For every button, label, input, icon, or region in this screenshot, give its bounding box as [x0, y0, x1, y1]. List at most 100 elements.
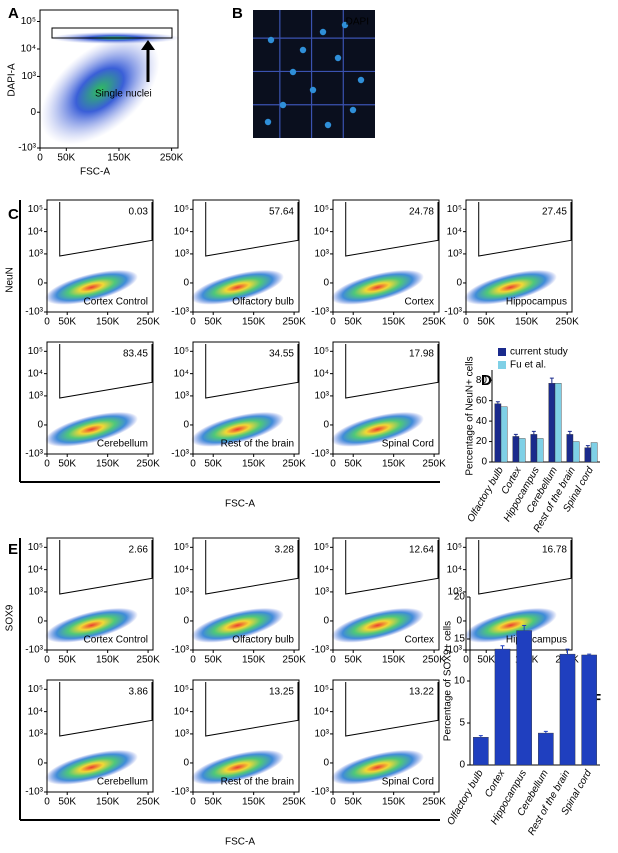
bar	[538, 732, 554, 766]
y-tick-label: -10³	[311, 449, 329, 460]
x-tick-label: 50K	[58, 797, 76, 808]
y-tick-label: -10³	[171, 307, 189, 318]
plot-frame	[332, 341, 440, 455]
sample-name: Cortex Control	[84, 635, 148, 646]
x-tick-label: 250K	[282, 459, 306, 470]
bar	[536, 438, 544, 463]
nucleus	[334, 54, 342, 62]
arrow-head	[141, 40, 155, 50]
x-tick-label: 0	[44, 459, 50, 470]
error-bar	[531, 430, 536, 435]
x-tick-label: 0	[190, 317, 196, 328]
y-tick-label: -10³	[25, 449, 43, 460]
gate-percent: 27.45	[542, 207, 567, 218]
y-tick-label: 0	[459, 760, 465, 771]
y-tick-label: 10⁵	[21, 16, 36, 27]
panel-label: C	[8, 206, 19, 223]
event-cloud	[331, 749, 424, 785]
y-tick-label: -10³	[311, 645, 329, 656]
event-cloud	[331, 411, 424, 447]
x-tick-label: 250K	[422, 459, 446, 470]
x-tick-label: 0	[330, 655, 336, 666]
y-tick-label: 10⁵	[28, 204, 43, 215]
gate-percent: 17.98	[409, 349, 434, 360]
y-tick-label: 10⁴	[28, 706, 43, 717]
sample-name: Spinal Cord	[382, 439, 434, 450]
y-tick-label: 10⁴	[447, 564, 462, 575]
event-cloud	[191, 749, 284, 785]
nucleus	[279, 101, 287, 109]
x-tick-label: 0	[190, 655, 196, 666]
event-cloud	[45, 411, 138, 447]
bar	[559, 653, 576, 766]
nucleus	[299, 46, 307, 54]
plot-frame	[39, 9, 179, 149]
error-bar	[495, 401, 500, 404]
y-tick-label: 10⁴	[174, 368, 189, 379]
x-tick-label: 50K	[58, 655, 76, 666]
gate	[59, 540, 153, 595]
y-tick-label: 10⁵	[28, 346, 43, 357]
x-tick-label: 0	[330, 317, 336, 328]
y-tick-label: 10³	[29, 729, 44, 740]
error-bar	[543, 730, 548, 734]
error-bar	[587, 653, 592, 655]
y-tick-label: -10³	[171, 787, 189, 798]
plot-frame	[192, 199, 300, 313]
gate-percent: 34.55	[269, 349, 294, 360]
y-axis-label: SOX9	[5, 604, 16, 631]
bar	[554, 383, 562, 463]
event-cloud	[45, 269, 138, 305]
sample-name: Olfactory bulb	[232, 297, 294, 308]
y-tick-label: 10⁵	[314, 684, 329, 695]
sample-name: Hippocampus	[506, 297, 567, 308]
y-tick-label: 10³	[315, 249, 330, 260]
y-tick-label: 10⁴	[28, 564, 43, 575]
x-tick-label: 50K	[58, 459, 76, 470]
x-tick-label: 50K	[204, 797, 222, 808]
y-tick-label: 10³	[29, 587, 44, 598]
sample-name: Cortex Control	[84, 297, 148, 308]
plot-frame	[46, 679, 154, 793]
gate-percent: 24.78	[409, 207, 434, 218]
y-tick-label: 10⁴	[447, 226, 462, 237]
y-tick-label: 0	[323, 420, 329, 431]
bar	[512, 436, 520, 463]
legend-swatch	[498, 361, 506, 369]
y-tick-label: -10³	[171, 645, 189, 656]
x-tick-label: 150K	[107, 153, 131, 164]
x-tick-label: 150K	[382, 797, 406, 808]
plot-frame	[465, 199, 573, 313]
x-tick-label: 50K	[344, 655, 362, 666]
gate	[345, 202, 439, 257]
y-tick-label: 10³	[315, 587, 330, 598]
annotation: Single nuclei	[95, 89, 152, 100]
panel-label: D	[481, 372, 492, 389]
gate	[51, 27, 173, 39]
sample-name: Cerebellum	[97, 439, 148, 450]
nucleus	[341, 21, 349, 29]
gate	[345, 344, 439, 399]
error-bar	[567, 430, 572, 435]
y-tick-label: 10³	[175, 587, 190, 598]
bar	[473, 737, 489, 766]
y-tick-label: 0	[37, 278, 43, 289]
x-tick-label: 0	[330, 459, 336, 470]
bar	[518, 438, 526, 463]
sample-name: Spinal Cord	[382, 777, 434, 788]
x-axis-label: FSC-A	[80, 167, 110, 178]
bar	[530, 434, 538, 463]
x-tick-label: 0	[190, 459, 196, 470]
y-tick-label: 20	[454, 592, 466, 603]
nucleus	[357, 76, 365, 84]
bar	[590, 442, 598, 463]
y-tick-label: 10⁴	[174, 706, 189, 717]
plot-frame	[192, 537, 300, 651]
y-tick-label: 10⁴	[314, 706, 329, 717]
nucleus	[349, 106, 357, 114]
y-tick-label: 0	[183, 278, 189, 289]
event-cloud	[45, 749, 138, 785]
nucleus	[319, 28, 327, 36]
micrograph	[253, 10, 375, 138]
